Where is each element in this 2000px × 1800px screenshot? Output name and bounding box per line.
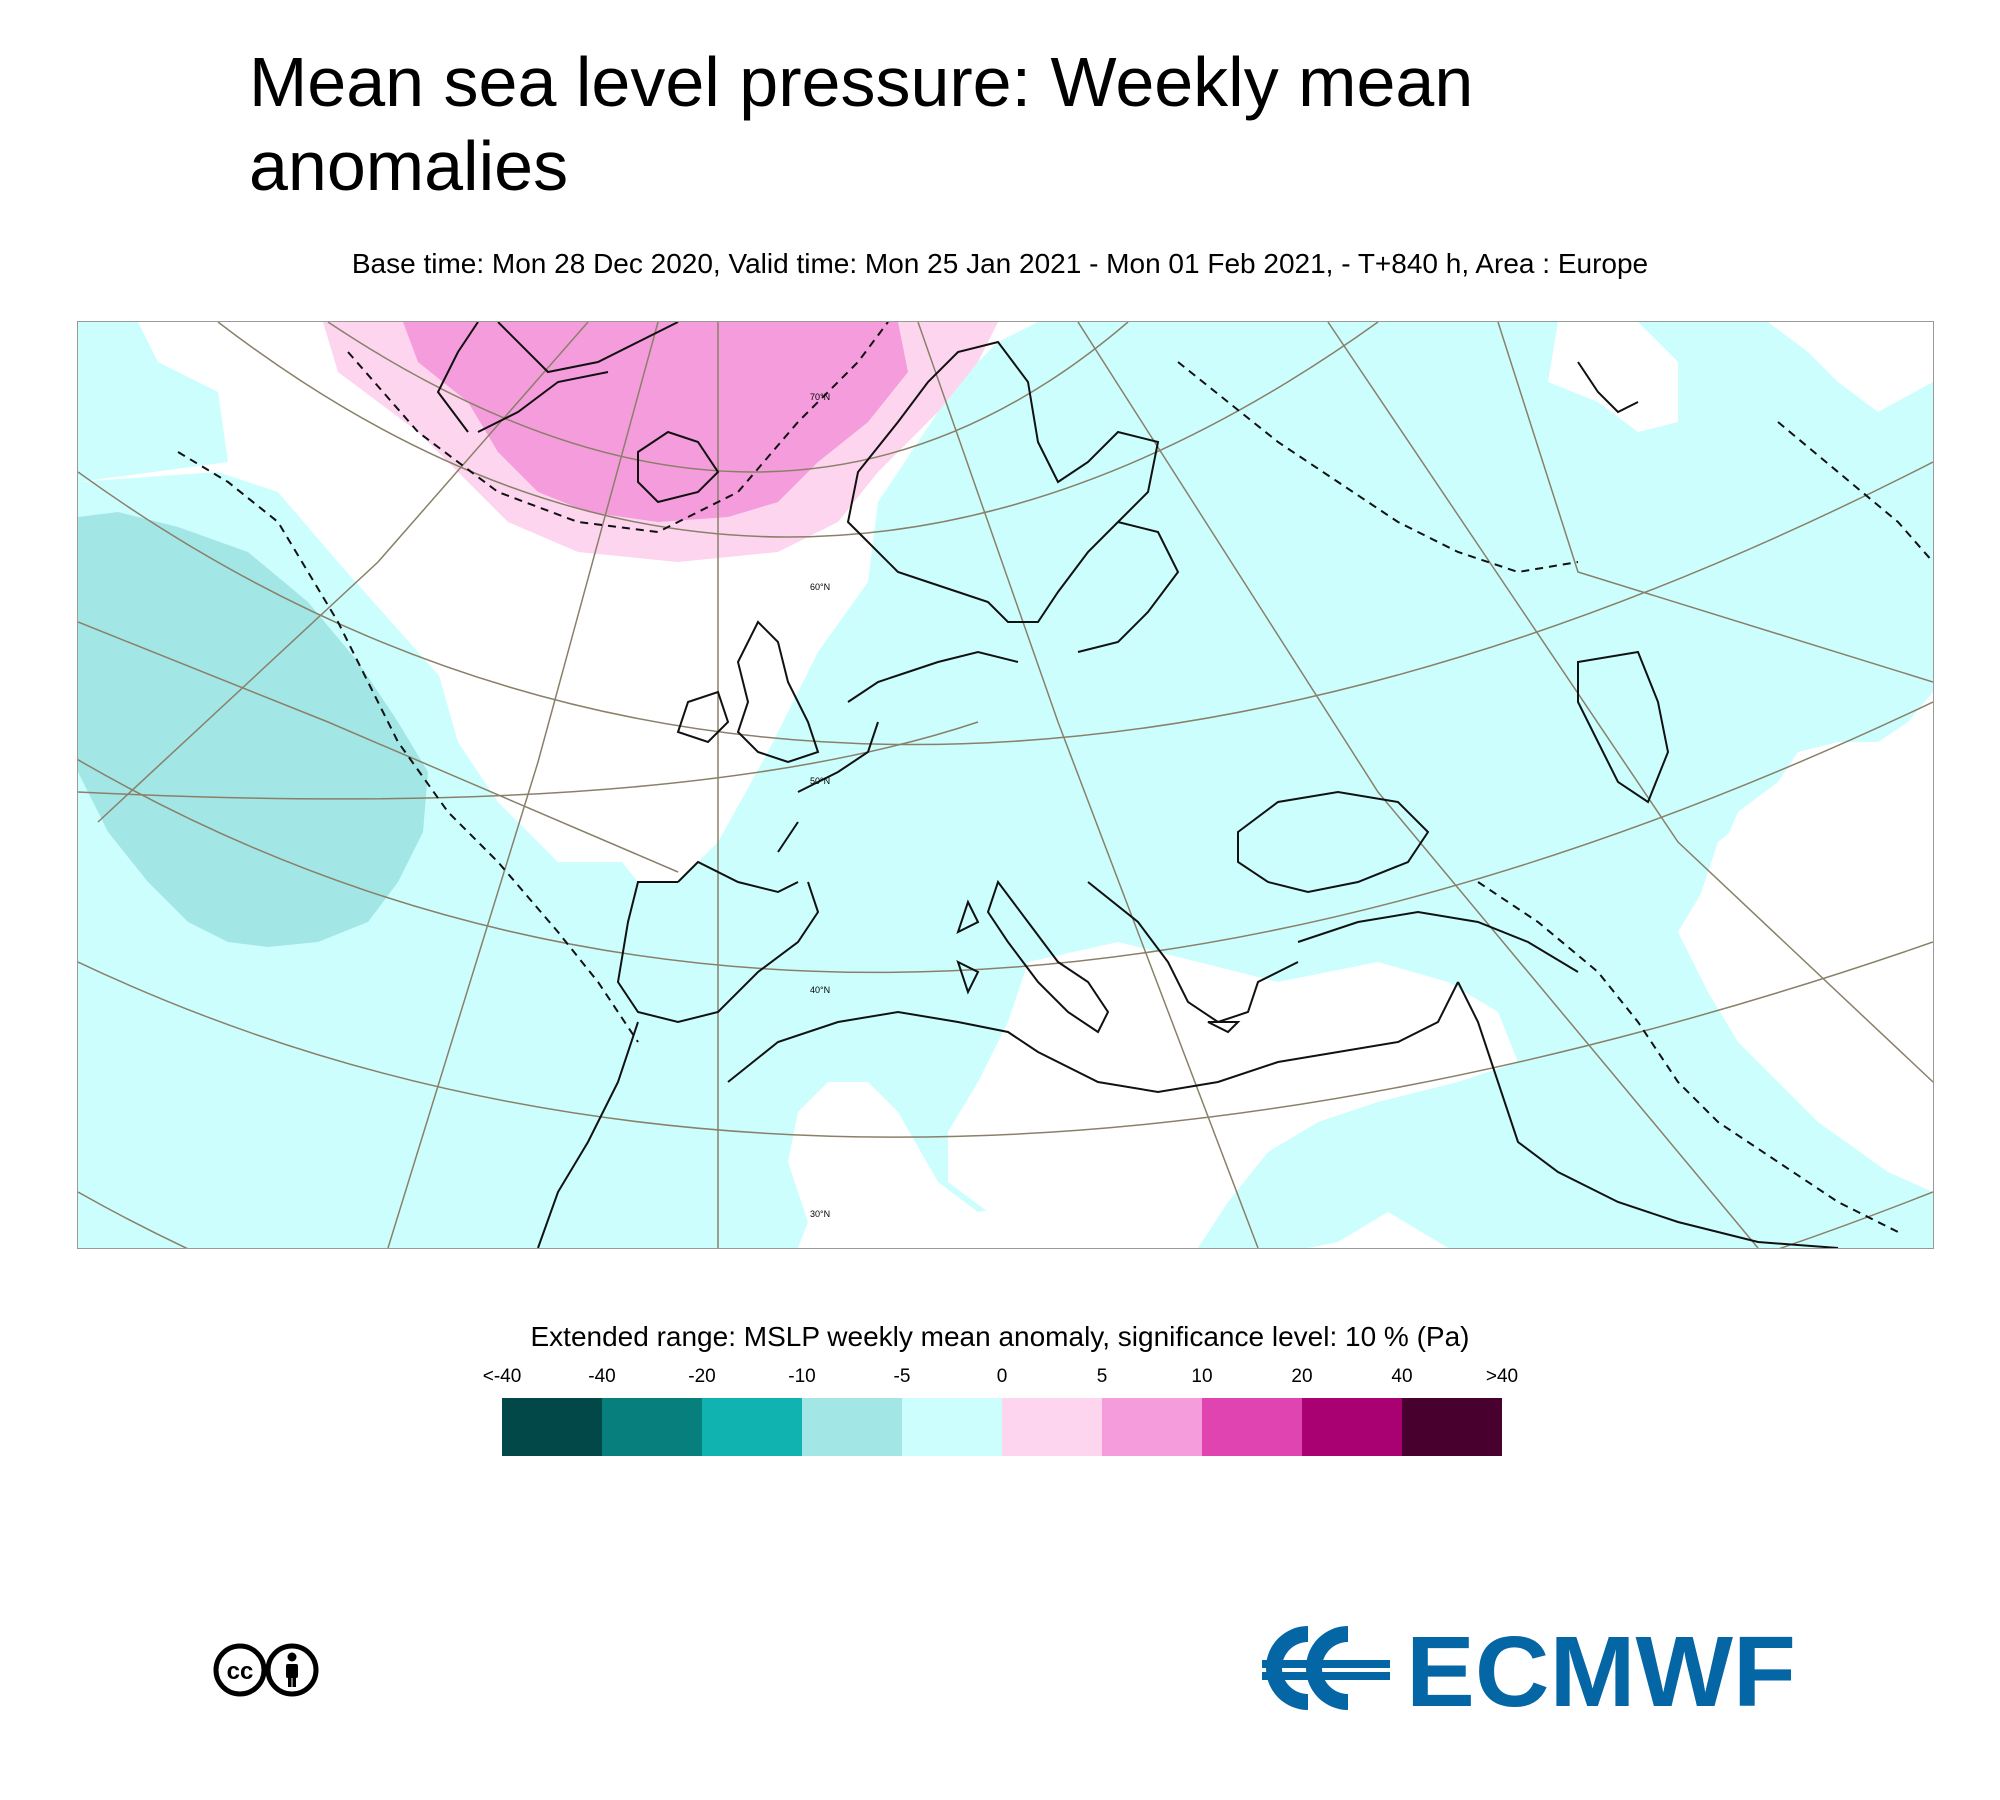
legend-swatch [802,1398,902,1456]
ecmwf-logo-text: ECMWF [1406,1622,1796,1714]
legend-tick-label: <-40 [482,1366,522,1387]
legend-tick-label: 10 [1191,1366,1213,1387]
legend-tick-label: 20 [1291,1366,1313,1387]
legend-swatch [602,1398,702,1456]
map-subtitle: Base time: Mon 28 Dec 2020, Valid time: … [351,248,1649,279]
svg-text:cc: cc [227,1658,254,1685]
legend-swatch [1202,1398,1302,1456]
legend-tick-label: -10 [788,1366,816,1387]
legend-swatch [1302,1398,1402,1456]
coastlines [436,322,1839,1248]
anomaly-map-svg: 70°N 60°N 50°N 40°N 30°N [78,322,1933,1248]
page-title: Mean sea level pressure: Weekly mean ano… [249,40,1749,208]
neutral-region-africa [948,942,1518,1248]
legend-ticks: <-40 -40 -20 -10 -5 0 5 10 20 40 >40 [0,1366,2000,1390]
legend-swatch [502,1398,602,1456]
legend-tick-label: -5 [893,1366,911,1387]
neg-mod-anomaly-region [78,512,428,947]
neutral-region-northeast [1548,322,1933,432]
neutral-region-east [1698,702,1933,1162]
legend-tick-label: -20 [688,1366,716,1387]
anomaly-map: 70°N 60°N 50°N 40°N 30°N [77,321,1934,1249]
lat-label-30: 30°N [810,1209,830,1219]
title-line-1: Mean sea level pressure: Weekly mean [249,43,1474,121]
legend-colorbar [502,1398,1502,1456]
title-line-2: anomalies [249,127,569,205]
creative-commons-by-icon: cc [213,1643,319,1697]
pos-strong-anomaly-region [403,322,908,522]
legend-tick-label: >40 [1485,1366,1519,1387]
lat-label-70: 70°N [810,392,830,402]
legend-swatch [902,1398,1002,1456]
lat-label-40: 40°N [810,985,830,995]
longitude-lines [78,322,1933,1248]
legend-swatch [702,1398,802,1456]
legend-tick-label: 40 [1391,1366,1413,1387]
legend-tick-label: 0 [996,1366,1008,1387]
legend-title: Extended range: MSLP weekly mean anomaly… [530,1321,1470,1352]
lat-label-50: 50°N [810,776,830,786]
legend-swatch [1002,1398,1102,1456]
legend-tick-label: 5 [1096,1366,1108,1387]
lat-label-60: 60°N [810,582,830,592]
latitude-label-group: 70°N 60°N 50°N 40°N 30°N [810,392,830,1219]
legend-tick-label: -40 [588,1366,616,1387]
legend-swatch [1102,1398,1202,1456]
latitude-lines [78,322,1933,1248]
legend-swatch [1402,1398,1502,1456]
ecmwf-logo: ECMWF [1262,1622,1796,1714]
zero-contour-dashed [177,322,1933,1233]
